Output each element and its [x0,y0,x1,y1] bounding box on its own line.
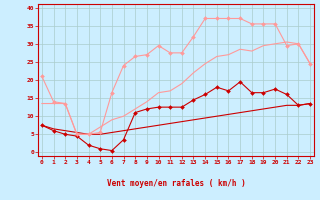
X-axis label: Vent moyen/en rafales ( km/h ): Vent moyen/en rafales ( km/h ) [107,179,245,188]
